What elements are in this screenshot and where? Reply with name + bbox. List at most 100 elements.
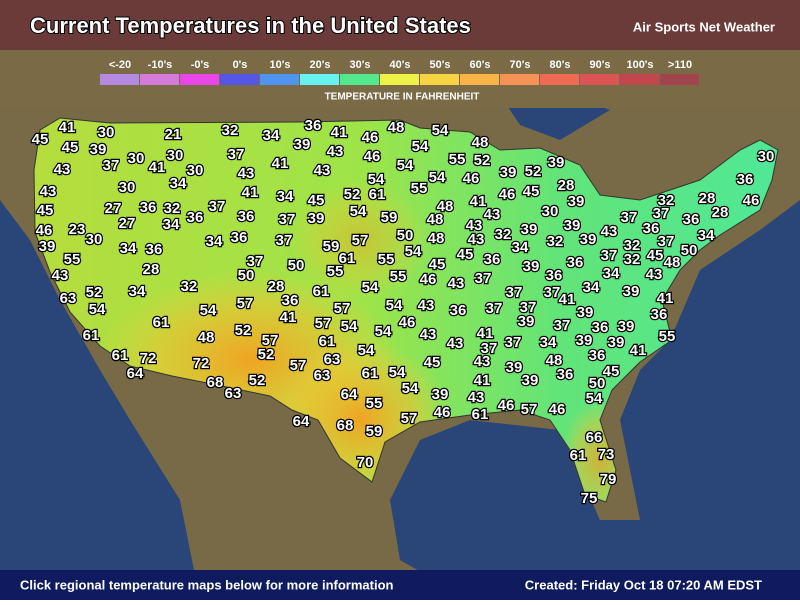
temperature-label: 39 xyxy=(506,359,523,376)
temperature-label: 45 xyxy=(429,256,446,273)
temperature-label: 55 xyxy=(449,151,466,168)
legend-label: 20's xyxy=(310,59,331,71)
temperature-label: 54 xyxy=(397,157,414,174)
temperature-label: 63 xyxy=(324,351,341,368)
temperature-label: 36 xyxy=(282,292,299,309)
temperature-label: 41 xyxy=(272,155,289,172)
temperature-label: 61 xyxy=(472,406,489,423)
temperature-label: 41 xyxy=(477,325,494,342)
temperature-label: 52 xyxy=(258,346,275,363)
temperature-label: 52 xyxy=(86,284,103,301)
temperature-label: 43 xyxy=(420,326,437,343)
temperature-label: 36 xyxy=(305,117,322,134)
temperature-label: 39 xyxy=(580,231,597,248)
temperature-label: 28 xyxy=(268,278,285,295)
temperature-label: 55 xyxy=(64,251,81,268)
temperature-label: 63 xyxy=(314,367,331,384)
temperature-label: 57 xyxy=(334,300,351,317)
temperature-label: 28 xyxy=(699,190,716,207)
temperature-label: 59 xyxy=(323,238,340,255)
header-bar xyxy=(0,0,800,50)
temperature-label: 37 xyxy=(209,198,226,215)
temperature-label: 30 xyxy=(128,150,145,167)
temperature-label: 30 xyxy=(119,179,136,196)
temperature-label: 39 xyxy=(608,334,625,351)
temperature-label: 39 xyxy=(518,313,535,330)
temperature-label: 50 xyxy=(288,257,305,274)
temperature-label: 41 xyxy=(280,309,297,326)
temperature-label: 45 xyxy=(308,192,325,209)
temperature-label: 32 xyxy=(495,226,512,243)
temperature-label: 32 xyxy=(547,233,564,250)
temperature-label: 39 xyxy=(576,332,593,349)
legend-label: -10's xyxy=(148,59,173,71)
brand: Air Sports Net Weather xyxy=(633,19,775,34)
temperature-label: 28 xyxy=(712,204,729,221)
legend-label: 90's xyxy=(590,59,611,71)
temperature-label: 46 xyxy=(362,129,379,146)
temperature-label: 36 xyxy=(683,211,700,228)
temperature-label: 54 xyxy=(350,203,367,220)
temperature-label: 43 xyxy=(54,161,71,178)
temperature-label: 46 xyxy=(434,404,451,421)
temperature-label: 36 xyxy=(231,229,248,246)
temperature-label: 57 xyxy=(262,332,279,349)
temperature-label: 41 xyxy=(559,291,576,308)
temperature-label: 46 xyxy=(364,148,381,165)
temperature-label: 54 xyxy=(432,122,449,139)
legend-swatch xyxy=(420,74,459,85)
temperature-label: 54 xyxy=(362,279,379,296)
temperature-label: 46 xyxy=(499,186,516,203)
temperature-label: 34 xyxy=(603,265,620,282)
temperature-label: 27 xyxy=(119,215,136,232)
temperature-label: 64 xyxy=(341,386,358,403)
temperature-label: 79 xyxy=(600,471,617,488)
legend-label: 0's xyxy=(233,59,248,71)
temperature-label: 37 xyxy=(554,317,571,334)
temperature-label: 39 xyxy=(432,386,449,403)
legend-swatch xyxy=(260,74,299,85)
temperature-label: 36 xyxy=(589,347,606,364)
temperature-label: 57 xyxy=(401,410,418,427)
temperature-label: 45 xyxy=(457,246,474,263)
temperature-label: 43 xyxy=(314,162,331,179)
legend-swatch xyxy=(580,74,619,85)
temperature-label: 54 xyxy=(405,243,422,260)
temperature-label: 30 xyxy=(86,231,103,248)
temperature-label: 32 xyxy=(624,251,641,268)
temperature-label: 57 xyxy=(237,295,254,312)
temperature-label: 28 xyxy=(143,261,160,278)
temperature-label: 36 xyxy=(238,208,255,225)
temperature-label: 68 xyxy=(337,417,354,434)
temperature-label: 55 xyxy=(378,251,395,268)
temperature-label: 63 xyxy=(225,385,242,402)
legend-label: 60's xyxy=(470,59,491,71)
temperature-label: 54 xyxy=(412,138,429,155)
temperature-label: 45 xyxy=(62,139,79,156)
temperature-label: 54 xyxy=(386,297,403,314)
temperature-label: 34 xyxy=(583,279,600,296)
temperature-label: 39 xyxy=(521,221,538,238)
temperature-label: 43 xyxy=(466,217,483,234)
temperature-label: 39 xyxy=(90,141,107,158)
temperature-label: 36 xyxy=(146,241,163,258)
temperature-label: 43 xyxy=(448,275,465,292)
temperature-label: 57 xyxy=(315,315,332,332)
temperature-label: 34 xyxy=(170,175,187,192)
temperature-label: 68 xyxy=(207,374,224,391)
created-time: Created: Friday Oct 18 07:20 AM EDST xyxy=(525,577,762,592)
temperature-label: 54 xyxy=(368,171,385,188)
legend-label: 30's xyxy=(350,59,371,71)
temperature-label: 30 xyxy=(98,124,115,141)
temperature-label: 30 xyxy=(167,147,184,164)
legend-swatch xyxy=(140,74,179,85)
temperature-label: 50 xyxy=(397,227,414,244)
temperature-label: 54 xyxy=(429,169,446,186)
temperature-label: 61 xyxy=(319,333,336,350)
legend-swatch xyxy=(340,74,379,85)
temperature-label: 46 xyxy=(420,271,437,288)
temperature-label: 43 xyxy=(646,266,663,283)
temperature-label: 37 xyxy=(279,211,296,228)
